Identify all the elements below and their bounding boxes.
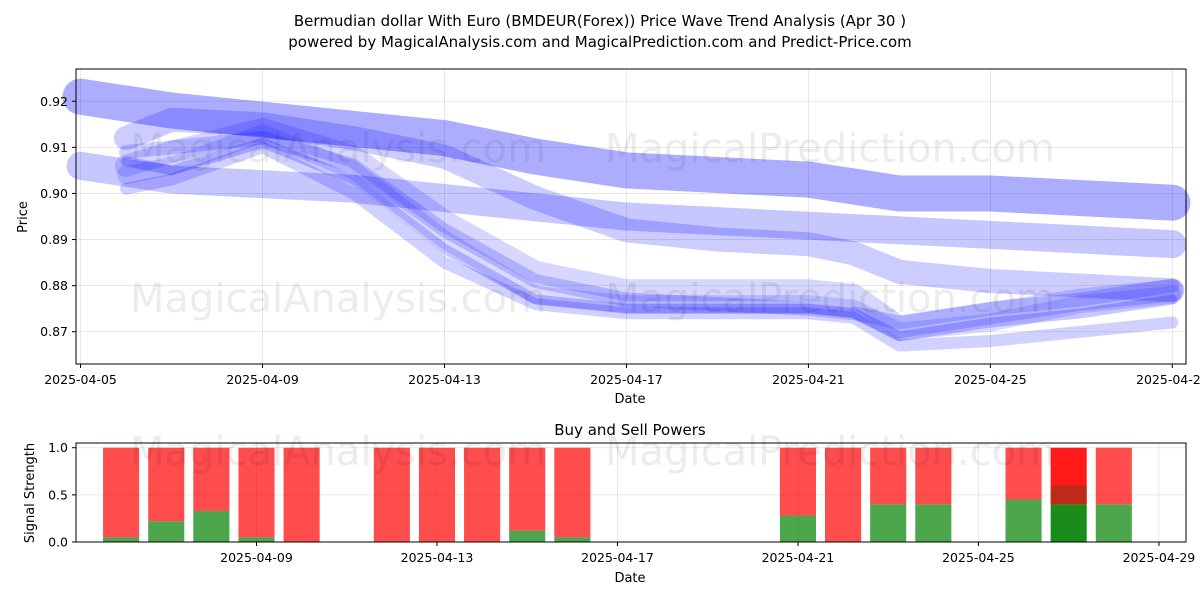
buy-power-bar [1050, 504, 1087, 542]
price-grid [76, 69, 1186, 364]
buy-power-bar [779, 515, 816, 542]
sell-power-bar [283, 447, 320, 542]
signal-y-tick-label: 0.0 [48, 535, 68, 550]
signal-x-tick-label: 2025-04-29 [1123, 550, 1196, 565]
price-x-tick-label: 2025-04-09 [226, 372, 299, 387]
buy-power-bar [1005, 499, 1042, 542]
signal-x-tick-label: 2025-04-21 [762, 550, 835, 565]
sell-power-bar [418, 447, 456, 542]
price-y-tick-label: 0.88 [40, 278, 68, 293]
price-wave-band [114, 107, 1185, 303]
price-x-tick-label: 2025-04-13 [408, 372, 481, 387]
price-y-ticks: 0.87 0.88 0.89 0.90 0.91 0.92 [40, 94, 76, 339]
price-plot: MagicalAnalysis.com MagicalPrediction.co… [16, 68, 1200, 407]
watermark-analysis-bottom: MagicalAnalysis.com [130, 429, 546, 475]
signal-bars [103, 447, 1132, 542]
sell-power-bar [870, 447, 907, 505]
signal-y-tick-label: 1.0 [48, 440, 68, 455]
signal-x-ticks: 2025-04-09 2025-04-13 2025-04-17 2025-04-21… [220, 542, 1195, 565]
signal-x-axis-label: Date [614, 571, 645, 586]
price-y-tick-label: 0.87 [40, 324, 68, 339]
chart-title-line2: powered by MagicalAnalysis.com and Magic… [288, 33, 912, 51]
signal-y-tick-label: 0.5 [48, 487, 68, 502]
sell-power-bar [193, 447, 230, 511]
buy-power-bar [509, 530, 546, 542]
price-plot-background [76, 69, 1186, 364]
price-x-axis-label: Date [614, 392, 645, 407]
signal-y-axis-label: Signal Strength [23, 443, 38, 543]
sell-power-bar [1095, 447, 1132, 505]
buy-power-bar [554, 537, 591, 542]
price-y-axis-label: Price [16, 201, 31, 233]
price-wave-band [121, 137, 1178, 342]
signal-plot-frame [75, 442, 1187, 543]
price-y-tick-label: 0.91 [40, 140, 68, 155]
watermark-prediction-top: MagicalPrediction.com [605, 126, 1055, 172]
signal-plot-title: Buy and Sell Powers [554, 421, 706, 439]
price-wave-band [66, 151, 1187, 259]
sell-power-bar [148, 447, 185, 522]
buy-power-bar [103, 537, 140, 542]
price-x-tick-label: 2025-04-17 [590, 372, 663, 387]
price-wave-band [120, 141, 1179, 352]
sell-power-bar [464, 447, 501, 542]
signal-x-tick-label: 2025-04-09 [220, 550, 293, 565]
signal-x-tick-label: 2025-04-13 [401, 550, 474, 565]
signal-y-ticks: 0.0 0.5 1.0 [48, 440, 76, 550]
sell-power-bar [373, 447, 410, 542]
price-y-tick-label: 0.89 [40, 232, 68, 247]
price-y-tick-label: 0.90 [40, 186, 68, 201]
signal-plot: Buy and Sell Powers MagicalAnalysis.com … [23, 421, 1195, 586]
sell-power-bar [509, 447, 546, 531]
signal-x-tick-label: 2025-04-17 [581, 550, 654, 565]
watermark-analysis-mid: MagicalAnalysis.com [130, 276, 546, 322]
buy-power-bar [1095, 504, 1132, 542]
price-x-ticks: 2025-04-05 2025-04-09 2025-04-13 2025-04-17… [44, 364, 1200, 387]
price-wave-band [119, 131, 1180, 330]
sell-power-bar [238, 447, 275, 538]
buy-power-bar [870, 504, 907, 542]
price-wave-band [62, 78, 1191, 221]
watermark-prediction-bottom: MagicalPrediction.com [605, 429, 1055, 475]
price-x-tick-label: 2025-04-21 [772, 372, 845, 387]
sell-power-bar [554, 447, 591, 538]
price-x-tick-label: 2025-04-29 [1136, 372, 1200, 387]
price-wave-band [115, 117, 1184, 339]
chart-title-line1: Bermudian dollar With Euro (BMDEUR(Forex… [294, 12, 906, 30]
sell-power-bar [1005, 447, 1042, 500]
buy-power-bar [915, 504, 952, 542]
price-plot-frame [75, 68, 1187, 365]
price-y-tick-label: 0.92 [40, 94, 68, 109]
signal-x-tick-label: 2025-04-25 [942, 550, 1015, 565]
sell-power-bar [103, 447, 140, 538]
sell-power-bar [915, 447, 952, 505]
sell-power-bar [825, 447, 862, 542]
sell-power-bar [779, 447, 816, 516]
buy-power-bar [193, 510, 230, 542]
price-x-tick-label: 2025-04-05 [44, 372, 117, 387]
buy-power-bar [238, 537, 275, 542]
buy-power-bar [148, 521, 185, 542]
price-wave-bands [62, 78, 1191, 352]
overlap-power-bar [1050, 485, 1087, 505]
watermark-analysis-top: MagicalAnalysis.com [130, 126, 546, 172]
watermark-prediction-mid: MagicalPrediction.com [605, 276, 1055, 322]
price-x-tick-label: 2025-04-25 [954, 372, 1027, 387]
price-wave-band [117, 124, 1182, 341]
